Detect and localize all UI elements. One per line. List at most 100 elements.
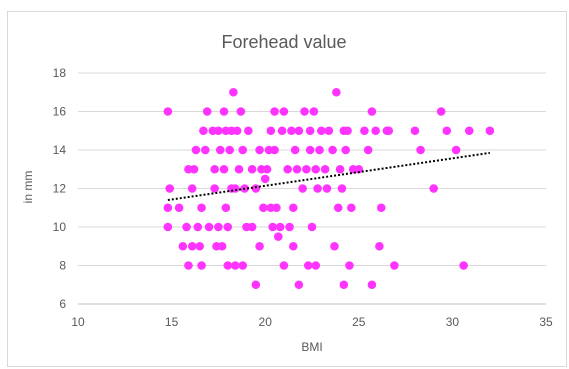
data-point (277, 126, 287, 136)
data-point (236, 107, 246, 116)
y-tick-label: 14 (53, 143, 67, 157)
data-point (322, 184, 332, 193)
data-point (262, 164, 272, 174)
data-point (290, 145, 300, 155)
data-point (320, 164, 330, 174)
data-point (255, 145, 264, 155)
data-point (187, 241, 197, 251)
data-point (371, 126, 380, 136)
data-point (459, 261, 468, 270)
data-point (230, 261, 240, 270)
data-point (197, 261, 206, 270)
data-point (210, 164, 219, 174)
data-point (189, 164, 199, 174)
data-point (343, 126, 352, 136)
data-point (219, 107, 229, 116)
data-point (307, 222, 317, 232)
data-point (317, 126, 326, 136)
data-point (223, 261, 233, 270)
data-point (255, 241, 264, 251)
data-point (328, 145, 337, 155)
data-point (288, 203, 298, 213)
data-point (376, 203, 386, 213)
data-point (283, 164, 292, 174)
data-point (225, 145, 234, 155)
data-point (215, 145, 225, 155)
data-point (260, 174, 270, 184)
data-point (275, 222, 285, 232)
data-point (268, 222, 277, 232)
x-tick-label: 20 (259, 315, 273, 329)
data-point (367, 280, 377, 290)
data-point (436, 107, 446, 116)
y-tick-label: 8 (59, 259, 66, 273)
data-point (165, 184, 175, 193)
data-point (390, 261, 399, 270)
data-point (363, 145, 373, 155)
data-point (244, 126, 253, 136)
data-point (202, 107, 212, 116)
data-point (163, 203, 173, 213)
data-point (294, 280, 304, 290)
data-point (229, 87, 238, 97)
data-point (251, 184, 261, 193)
data-point (223, 222, 233, 232)
data-point (247, 164, 257, 174)
data-point (347, 203, 356, 213)
data-point (429, 184, 438, 193)
data-point (292, 164, 302, 174)
y-tick-label: 12 (53, 182, 67, 196)
data-point (238, 261, 248, 270)
y-tick-label: 18 (53, 66, 67, 80)
data-point (410, 126, 420, 136)
data-point (270, 145, 279, 155)
data-point (234, 164, 244, 174)
data-point (285, 222, 294, 232)
chart-title: Forehead value (221, 32, 346, 52)
data-point (163, 107, 173, 116)
data-point (238, 145, 248, 155)
data-point (341, 145, 350, 155)
data-point (384, 126, 394, 136)
data-point (174, 203, 184, 213)
data-point (333, 203, 343, 213)
data-point (335, 164, 345, 174)
data-point (191, 145, 201, 155)
data-point (279, 261, 289, 270)
data-point (163, 222, 173, 232)
y-axis-title: in mm (21, 171, 35, 204)
data-point (204, 222, 214, 232)
data-point (298, 184, 307, 193)
data-point (270, 107, 279, 116)
data-point (178, 241, 188, 251)
data-point (294, 126, 304, 136)
data-point (287, 126, 296, 136)
data-point (300, 107, 309, 116)
data-point (305, 126, 315, 136)
data-point (313, 184, 322, 193)
data-point (311, 261, 321, 270)
data-point (221, 203, 231, 213)
data-point (274, 232, 283, 241)
data-point (354, 164, 364, 174)
data-point (259, 203, 268, 213)
data-point (247, 222, 257, 232)
data-point (315, 145, 324, 155)
data-point (337, 184, 347, 193)
data-point (184, 261, 193, 270)
x-axis-title: BMI (301, 340, 322, 354)
data-point (214, 222, 223, 232)
data-point (272, 203, 281, 213)
data-point (485, 126, 495, 136)
data-point (360, 126, 369, 136)
data-point (311, 164, 321, 174)
x-tick-label: 30 (446, 315, 460, 329)
data-point (182, 222, 191, 232)
data-point (266, 126, 276, 136)
data-point (305, 145, 315, 155)
y-axis-ticks: 6 8 10 12 14 16 18 (53, 66, 67, 311)
y-tick-label: 10 (53, 220, 67, 234)
data-point (200, 145, 210, 155)
data-point (367, 107, 377, 116)
